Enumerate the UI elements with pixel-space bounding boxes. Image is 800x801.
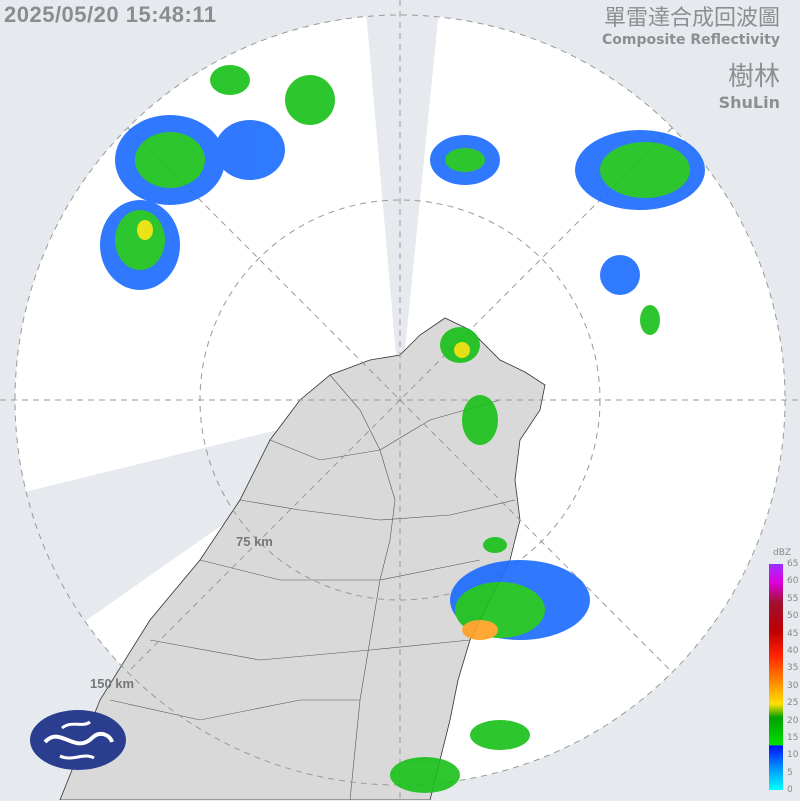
legend-tick: 10 [787,750,799,761]
taiwan-land [59,317,546,800]
legend-tick: 65 [787,559,799,569]
legend-color-bar [769,564,783,790]
product-title-en: Composite Reflectivity [602,32,780,48]
legend-tick: 15 [787,732,799,743]
cwa-logo [30,710,126,770]
radar-echoes [100,65,705,793]
timestamp: 2025/05/20 15:48:11 [4,2,217,27]
range-label-75: 75 km [236,534,273,549]
station-name-zh: 樹林 [727,62,780,92]
county-borders [109,374,516,800]
legend-tick: 0 [787,785,793,796]
legend-tick: 40 [787,645,799,656]
blocked-sector-north [365,15,440,400]
legend-ticks: 65 60 55 50 45 40 35 30 25 20 15 10 5 0 [787,558,800,801]
legend-tick: 30 [787,680,799,691]
legend-tick: 20 [787,715,799,726]
legend-tick: 55 [787,593,799,604]
legend-tick: 50 [787,611,799,622]
station-name-en: ShuLin [718,93,780,112]
legend-tick: 5 [787,767,793,778]
range-label-150: 150 km [90,676,135,691]
product-title-zh: 單雷達合成回波圖 [603,6,780,31]
legend-tick: 60 [787,576,799,587]
legend-unit: dBZ [773,548,792,558]
legend-tick: 25 [787,698,799,709]
legend-tick: 35 [787,663,799,674]
title-block: 單雷達合成回波圖 Composite Reflectivity 樹林 ShuLi… [602,6,780,112]
legend-tick: 45 [787,628,799,639]
